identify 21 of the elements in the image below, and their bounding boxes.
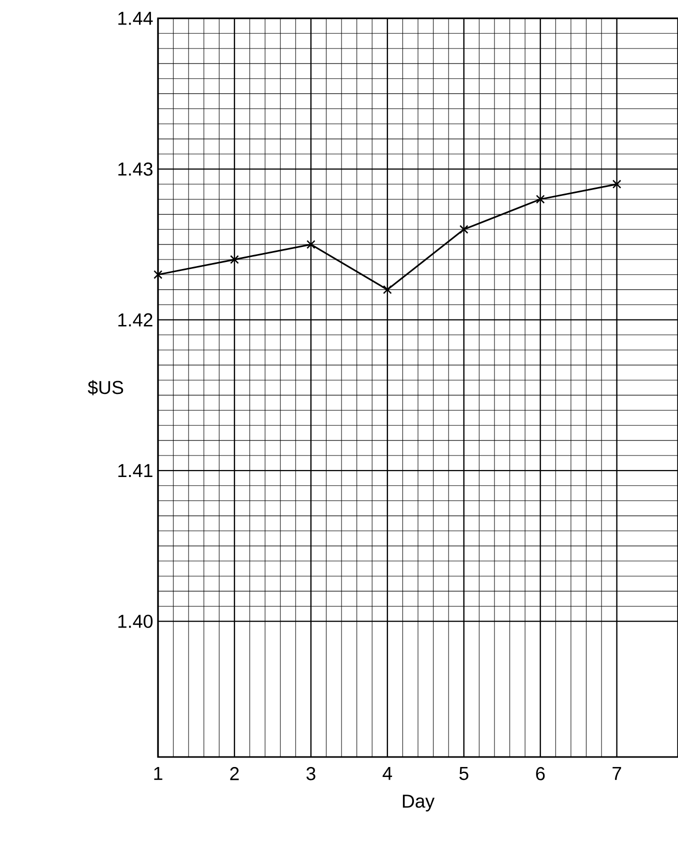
x-tick-label: 5 xyxy=(459,767,468,780)
x-tick-label: 1 xyxy=(154,767,162,780)
y-tick-label: 1.41 xyxy=(118,464,152,477)
point xyxy=(382,285,392,294)
point xyxy=(536,194,545,204)
point xyxy=(612,180,622,189)
x-tick-label: 6 xyxy=(536,767,545,780)
x-tick-label: 3 xyxy=(306,767,316,780)
point xyxy=(459,224,468,234)
y-tick-label: 1.42 xyxy=(118,313,152,326)
y-tick-label: 1.40 xyxy=(118,614,153,628)
point xyxy=(154,270,162,280)
x-axis-title: Day xyxy=(402,794,435,812)
y-tick-label: 1.43 xyxy=(118,162,152,176)
y-axis-title: $US xyxy=(88,380,124,396)
point xyxy=(306,240,316,249)
point xyxy=(230,255,239,264)
x-tick-label: 7 xyxy=(612,767,622,780)
x-tick-label: 4 xyxy=(382,767,392,780)
x-tick-label: 2 xyxy=(230,767,239,780)
y-tick-label: 1.44 xyxy=(118,12,153,25)
